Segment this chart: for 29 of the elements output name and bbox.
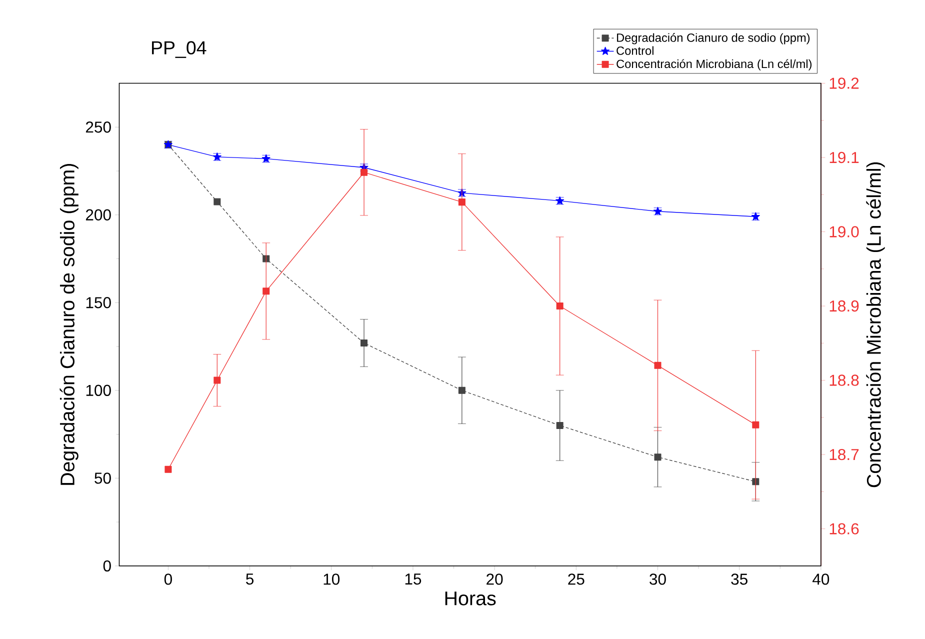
x-tick-label: 15 [405,573,422,585]
legend-label: Control [616,46,654,55]
x-tick-label: 20 [486,573,503,585]
y2-tick-label: 19.2 [830,78,859,89]
y-tick-label: 50 [94,472,111,484]
x-tick-label: 25 [568,573,584,585]
x-axis-title: Horas [445,591,496,606]
y-axis-title: Degradación Cianuro de sodio (ppm) [60,164,78,485]
y-tick-label: 250 [86,121,111,133]
x-tick-label: 30 [650,573,666,585]
x-tick-label: 5 [246,573,254,585]
legend-label: Concentración Microbiana (Ln cél/ml) [616,59,812,70]
y-tick-label: 200 [86,209,111,220]
y2-tick-label: 19.0 [830,226,859,238]
chart-title: PP_04 [152,41,206,58]
y-tick-label: 100 [86,384,111,396]
y2-tick-label: 19.1 [830,152,859,163]
x-tick-label: 40 [812,573,830,585]
y2-axis-title: Concentración Microbiana (Ln cél/ml) [866,162,885,487]
x-tick-label: 10 [324,573,340,585]
y2-tick-label: 18.9 [830,300,859,312]
y2-tick-label: 18.8 [830,374,859,386]
y-tick-label: 0 [103,560,111,572]
x-tick-label: 35 [731,573,748,585]
x-tick-label: 0 [164,573,172,585]
y2-tick-label: 18.6 [830,523,859,534]
legend-label: Degradación Cianuro de sodio (ppm) [617,32,810,44]
y2-tick-label: 18.7 [830,448,859,460]
y-tick-label: 150 [86,296,111,308]
